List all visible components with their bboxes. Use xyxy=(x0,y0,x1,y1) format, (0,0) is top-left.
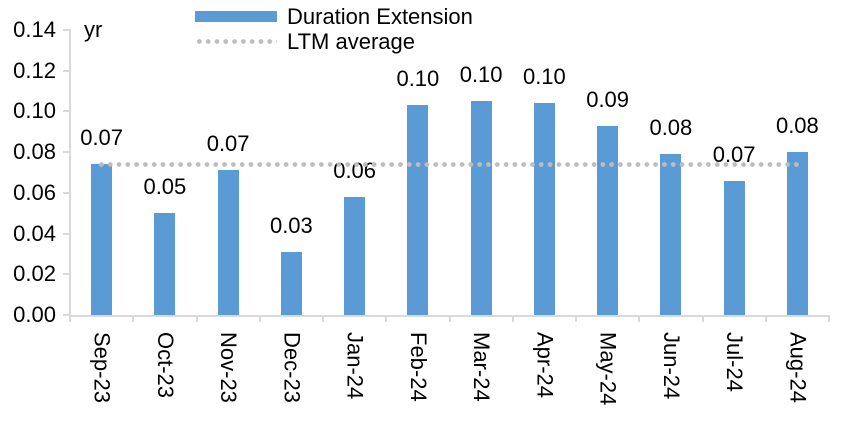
bar xyxy=(344,196,366,315)
y-tick-mark xyxy=(63,273,70,276)
x-category-label: Sep-23 xyxy=(89,332,115,403)
y-tick-label: 0.06 xyxy=(13,179,56,205)
x-tick-mark xyxy=(764,315,767,322)
y-tick-label: 0.12 xyxy=(13,57,56,83)
bar-data-label: 0.07 xyxy=(80,125,124,151)
bar-data-label: 0.09 xyxy=(586,86,630,112)
x-tick-mark xyxy=(69,315,71,322)
x-category-label: May-24 xyxy=(595,332,621,406)
bar xyxy=(786,152,808,315)
x-tick-mark xyxy=(132,315,135,322)
y-tick-label: 0.10 xyxy=(13,98,56,124)
y-tick-mark xyxy=(63,232,70,235)
x-category-label: Apr-24 xyxy=(532,332,558,399)
ltm-average-line xyxy=(96,161,803,167)
bar xyxy=(217,170,239,315)
y-tick-mark xyxy=(63,69,70,72)
bar xyxy=(91,164,113,315)
y-tick-mark xyxy=(63,110,70,113)
x-tick-mark xyxy=(195,315,198,322)
x-category-label: Jun-24 xyxy=(658,332,684,400)
x-tick-mark xyxy=(575,315,577,322)
x-category-label: Oct-23 xyxy=(152,332,178,399)
bar-data-label: 0.10 xyxy=(522,64,566,90)
x-tick-mark xyxy=(258,315,261,322)
y-tick-mark xyxy=(63,29,70,31)
x-tick-mark xyxy=(448,315,451,322)
legend-dotted-line-swatch-icon xyxy=(195,39,277,44)
y-tick-label: 0.00 xyxy=(13,302,56,327)
x-tick-mark xyxy=(385,315,388,322)
bar xyxy=(470,101,492,315)
y-axis-line xyxy=(69,29,71,316)
bar xyxy=(280,251,302,315)
x-tick-mark xyxy=(322,315,324,322)
x-category-label: Nov-23 xyxy=(216,332,242,403)
x-category-label: Aug-24 xyxy=(785,332,811,403)
y-tick-label: 0.02 xyxy=(13,261,56,287)
y-axis-unit-label: yr xyxy=(84,17,103,42)
x-tick-mark xyxy=(701,315,704,322)
bar xyxy=(407,105,429,315)
x-category-label: Jan-24 xyxy=(342,332,368,400)
bar xyxy=(597,125,619,315)
bar-data-label: 0.08 xyxy=(649,115,693,141)
y-tick-mark xyxy=(63,191,70,194)
chart-legend: Duration Extension LTM average xyxy=(195,4,473,54)
x-tick-mark xyxy=(828,315,830,322)
y-tick-label: 0.08 xyxy=(13,139,56,165)
bar xyxy=(723,180,745,315)
x-tick-mark xyxy=(511,315,514,322)
y-tick-mark xyxy=(63,314,70,316)
y-tick-label: 0.04 xyxy=(13,220,56,246)
legend-label-duration-extension: Duration Extension xyxy=(287,4,473,29)
bar-data-label: 0.10 xyxy=(396,66,440,92)
legend-item-ltm-average: LTM average xyxy=(195,29,473,54)
bar xyxy=(660,154,682,315)
y-tick-mark xyxy=(63,151,70,154)
bar-data-label: 0.05 xyxy=(143,174,187,200)
legend-label-ltm-average: LTM average xyxy=(287,29,415,54)
x-category-label: Jul-24 xyxy=(722,332,748,392)
x-category-label: Feb-24 xyxy=(405,332,431,402)
bar-data-label: 0.03 xyxy=(269,212,313,238)
bar xyxy=(533,103,555,315)
y-tick-label: 0.14 xyxy=(13,17,56,42)
bar xyxy=(154,213,176,315)
x-category-label: Dec-23 xyxy=(279,332,305,403)
bar-data-label: 0.08 xyxy=(775,113,819,139)
bar-data-label: 0.07 xyxy=(206,131,250,157)
legend-bar-swatch-icon xyxy=(195,11,277,22)
x-category-label: Mar-24 xyxy=(469,332,495,402)
x-tick-mark xyxy=(638,315,641,322)
bar-data-label: 0.10 xyxy=(459,62,503,88)
legend-item-duration-extension: Duration Extension xyxy=(195,4,473,29)
